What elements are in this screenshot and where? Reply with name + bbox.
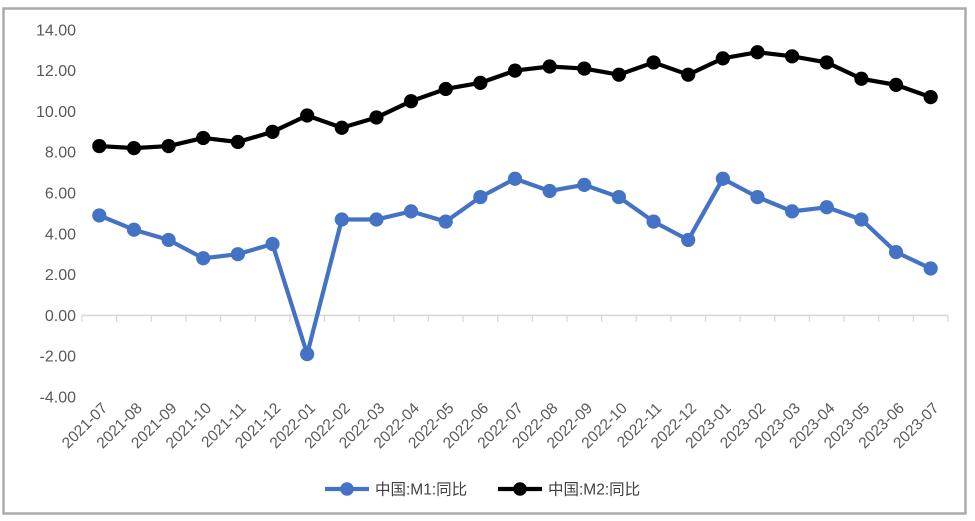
m2-marker <box>369 110 384 125</box>
m1-marker <box>542 183 557 199</box>
m1-marker <box>715 171 730 186</box>
m2-marker <box>196 130 211 146</box>
m2-marker <box>265 124 280 139</box>
legend-item-m1: 中国:M1:同比 <box>325 481 467 499</box>
m1-marker <box>126 222 142 237</box>
m2-legend-label: 中国:M2:同比 <box>548 481 640 499</box>
m2-marker <box>611 67 627 82</box>
m1-marker <box>92 208 107 223</box>
y-axis-label: 14.00 <box>36 22 76 39</box>
m1-marker <box>611 189 627 205</box>
m2-marker <box>819 55 834 70</box>
m1-marker <box>854 212 869 227</box>
m2-legend-marker-icon <box>513 482 527 496</box>
m2-marker <box>507 63 523 78</box>
m1-marker <box>230 247 245 262</box>
m1-marker <box>300 347 315 362</box>
m2-marker <box>542 59 557 74</box>
m1-marker <box>507 171 523 186</box>
m1-marker <box>403 204 419 219</box>
m1-marker <box>577 177 592 192</box>
m1-marker <box>750 189 765 205</box>
m1-marker <box>265 236 280 252</box>
m2-marker <box>473 75 488 90</box>
m2-marker <box>126 141 142 156</box>
y-axis-label: 8.00 <box>45 145 76 162</box>
m1-marker <box>681 232 696 248</box>
m2-marker <box>300 108 315 123</box>
zero-gridline-group <box>81 314 949 322</box>
m1-marker <box>888 245 904 260</box>
m2-marker <box>750 45 765 60</box>
m2-marker <box>923 90 938 105</box>
m2-marker <box>92 138 107 154</box>
m2-marker <box>161 138 176 154</box>
m1-marker <box>196 251 211 266</box>
y-axis-label: -4.00 <box>40 390 77 407</box>
m2-marker <box>785 49 800 64</box>
m2-marker <box>438 81 453 97</box>
m1-series <box>92 171 938 362</box>
chart-frame-border <box>2 7 967 515</box>
m2-marker <box>577 61 592 76</box>
m1-legend-label: 中国:M1:同比 <box>375 481 467 499</box>
y-axis-label: 4.00 <box>45 226 76 243</box>
m1-marker <box>161 232 176 248</box>
m1-marker <box>334 212 349 227</box>
m1-marker <box>785 204 800 219</box>
m2-marker <box>888 77 904 92</box>
m1-marker <box>819 200 834 215</box>
m1-marker <box>438 214 453 229</box>
m1-marker <box>473 189 488 205</box>
series-group <box>92 45 938 362</box>
y-axis-label: 0.00 <box>45 308 76 325</box>
y-axis-label: 2.00 <box>45 267 76 284</box>
m2-marker <box>854 71 869 86</box>
m2-marker <box>403 94 419 109</box>
m2-marker <box>334 120 349 135</box>
m1-legend-marker-icon <box>340 482 354 496</box>
y-axis-label: -2.00 <box>40 349 77 366</box>
m2-marker <box>230 134 245 150</box>
y-axis-labels: 14.00 12.00 10.00 8.00 6.00 4.00 2.00 0.00 -2.00… <box>36 22 76 406</box>
y-axis-label: 10.00 <box>36 104 76 121</box>
m2-series <box>92 45 938 156</box>
m1-marker <box>923 261 938 276</box>
m2-marker <box>646 55 661 70</box>
y-axis-label: 6.00 <box>45 186 76 203</box>
legend-item-m2: 中国:M2:同比 <box>498 481 640 499</box>
m2-marker <box>681 67 696 82</box>
y-axis-label: 12.00 <box>36 63 76 80</box>
chart-legend: 中国:M1:同比 中国:M2:同比 <box>325 481 640 499</box>
m1-marker <box>646 214 661 229</box>
m1-marker <box>369 212 384 227</box>
m2-marker <box>715 51 730 66</box>
